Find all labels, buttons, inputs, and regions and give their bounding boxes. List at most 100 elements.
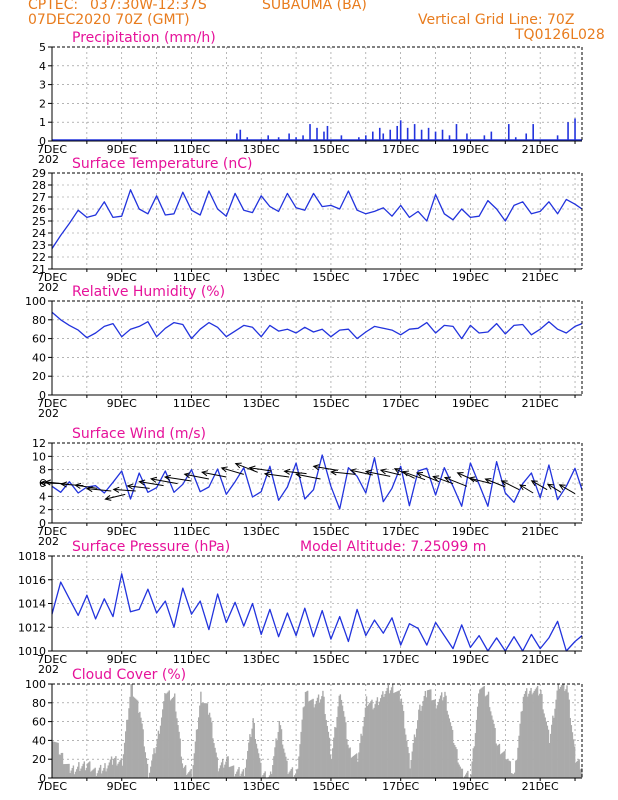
cloud-xtick-label: 21DEC — [522, 780, 559, 793]
cloud-bar — [302, 707, 305, 778]
wind-vector-head — [415, 471, 424, 478]
cloud-bar — [145, 758, 148, 778]
cloud-bar — [466, 772, 468, 778]
cloud-bar — [75, 769, 78, 778]
wind-vector-head — [220, 466, 228, 473]
cloud-bar — [577, 760, 580, 778]
cloud-bar — [529, 690, 531, 778]
cloud-bar — [356, 753, 358, 778]
cloud-bar — [207, 714, 210, 778]
cloud-bar — [310, 700, 312, 778]
cloud-bar — [242, 769, 245, 778]
wind-vector — [127, 485, 150, 489]
wind-xtick-label: 7DEC — [37, 525, 67, 538]
wind-vector — [113, 488, 136, 492]
humidity-ytick-label: 60 — [32, 333, 46, 346]
cloud-bar — [87, 762, 90, 778]
cloud-bar — [376, 697, 379, 778]
pressure-ytick-label: 1010 — [18, 645, 46, 658]
cloud-bar — [132, 696, 135, 778]
cloud-bar — [308, 701, 310, 778]
wind-vector — [296, 473, 321, 480]
cloud-bar — [106, 768, 108, 778]
cloud-bar — [311, 699, 313, 778]
precip-xtick-label: 17DEC — [382, 143, 419, 156]
cloud-bar — [510, 773, 513, 778]
cloud-bar — [505, 759, 507, 778]
cloud-bar — [312, 698, 314, 778]
cloud-bar — [335, 727, 337, 778]
wind-ytick-label: 8 — [39, 464, 46, 477]
wind-vector-head — [248, 465, 256, 472]
cloud-xtick-label: 15DEC — [312, 780, 349, 793]
cloud-bar — [143, 746, 145, 778]
cloud-bar — [60, 752, 63, 778]
cloud-bar — [414, 737, 417, 778]
precip-bar — [382, 133, 385, 141]
cloud-bar — [460, 768, 463, 778]
temp-ytick-label: 21 — [32, 263, 46, 276]
cloud-bar — [141, 723, 143, 778]
cloud-bar — [274, 747, 276, 778]
cloud-bar — [559, 687, 562, 778]
wind-vector-head — [138, 479, 146, 486]
humidity-ytick-label: 20 — [32, 370, 46, 383]
wind-vector-head — [456, 472, 464, 478]
cloud-bar — [283, 748, 285, 778]
wind-xtick-label: 19DEC — [452, 525, 489, 538]
cloud-bar — [154, 753, 156, 778]
cloud-bar — [397, 690, 399, 778]
cloud-bar — [196, 729, 199, 778]
cloud-bar — [108, 762, 111, 778]
cloud-bar — [388, 693, 391, 778]
cloud-bar — [442, 700, 444, 778]
cloud-bar — [332, 748, 334, 778]
wind-vector-head — [468, 476, 476, 483]
cloud-bar — [497, 744, 500, 778]
cloud-bar — [155, 747, 157, 778]
cloud-bar — [415, 728, 418, 778]
cloud-bar — [520, 711, 522, 778]
wind-vector-head — [349, 468, 357, 475]
precip-xtick-label: 9DEC — [107, 143, 137, 156]
cloud-bar — [90, 771, 92, 778]
cloud-bar — [447, 714, 449, 778]
cloud-bar — [82, 763, 84, 778]
cloud-bar — [291, 767, 294, 778]
header-source: CPTEC: — [28, 0, 79, 13]
humidity-ytick-label: 80 — [32, 314, 46, 327]
cloud-bar — [180, 756, 182, 778]
cloud-bar — [126, 719, 128, 778]
cloud-bar — [570, 725, 573, 778]
cloud-bar — [140, 717, 142, 778]
cloud-bar — [370, 701, 372, 778]
wind-xtick-label: 17DEC — [382, 525, 419, 538]
cloud-bar — [304, 692, 307, 778]
cloud-bar — [52, 741, 54, 778]
cloud-bar — [430, 689, 432, 778]
cloud-bar — [200, 691, 202, 778]
cloud-bar — [249, 734, 251, 778]
cloud-bar — [168, 690, 170, 778]
cloud-bar — [581, 767, 583, 778]
cloud-bar — [74, 771, 77, 778]
cloud-bar — [408, 753, 410, 778]
cloud-bar — [293, 775, 296, 778]
cloud-bar — [236, 771, 238, 778]
cloud-bar — [278, 721, 281, 778]
cloud-bar — [156, 738, 159, 778]
cloud-bar — [316, 697, 319, 778]
cloud-bar — [568, 699, 570, 778]
cloud-bar — [231, 765, 234, 778]
cloud-bar — [238, 767, 240, 778]
cloud-bar — [186, 774, 188, 778]
cloud-bar — [346, 739, 348, 778]
cloud-bar — [59, 754, 62, 778]
cloud-bar — [425, 697, 428, 778]
cloud-bar — [396, 691, 398, 778]
cloud-bar — [294, 773, 297, 778]
cloud-bar — [303, 706, 306, 778]
cloud-bar — [305, 691, 308, 778]
cloud-bar — [194, 741, 197, 778]
precip-bar — [448, 135, 451, 141]
